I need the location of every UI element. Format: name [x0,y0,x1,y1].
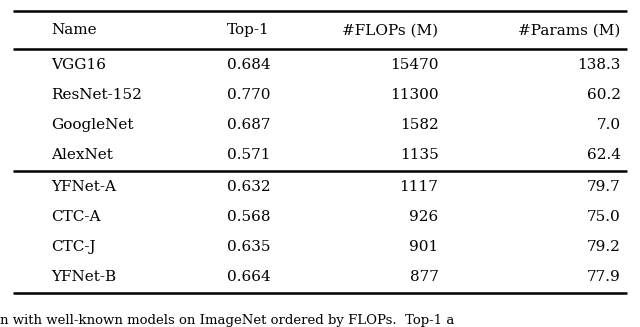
Text: 75.0: 75.0 [587,210,621,224]
Text: 79.7: 79.7 [587,181,621,195]
Text: #Params (M): #Params (M) [518,23,621,37]
Text: n with well-known models on ImageNet ordered by FLOPs.  Top-1 a: n with well-known models on ImageNet ord… [0,314,454,327]
Text: 77.9: 77.9 [587,270,621,284]
Text: 7.0: 7.0 [596,118,621,132]
Text: AlexNet: AlexNet [51,148,113,162]
Text: 0.571: 0.571 [227,148,271,162]
Text: YFNet-A: YFNet-A [51,181,116,195]
Text: CTC-J: CTC-J [51,240,96,254]
Text: 60.2: 60.2 [587,88,621,102]
Text: 0.664: 0.664 [227,270,271,284]
Text: 62.4: 62.4 [587,148,621,162]
Text: 877: 877 [410,270,438,284]
Text: 0.684: 0.684 [227,59,271,72]
Text: CTC-A: CTC-A [51,210,100,224]
Text: GoogleNet: GoogleNet [51,118,134,132]
Text: 0.770: 0.770 [227,88,271,102]
Text: ResNet-152: ResNet-152 [51,88,142,102]
Text: 0.632: 0.632 [227,181,271,195]
Text: 1117: 1117 [399,181,438,195]
Text: 1582: 1582 [399,118,438,132]
Text: 0.687: 0.687 [227,118,271,132]
Text: 901: 901 [409,240,438,254]
Text: 1135: 1135 [399,148,438,162]
Text: 0.568: 0.568 [227,210,271,224]
Text: #FLOPs (M): #FLOPs (M) [342,23,438,37]
Text: 11300: 11300 [390,88,438,102]
Text: 15470: 15470 [390,59,438,72]
Text: 0.635: 0.635 [227,240,271,254]
Text: Top-1: Top-1 [227,23,270,37]
Text: 138.3: 138.3 [577,59,621,72]
Text: VGG16: VGG16 [51,59,106,72]
Text: Name: Name [51,23,97,37]
Text: 926: 926 [409,210,438,224]
Text: 79.2: 79.2 [587,240,621,254]
Text: YFNet-B: YFNet-B [51,270,116,284]
